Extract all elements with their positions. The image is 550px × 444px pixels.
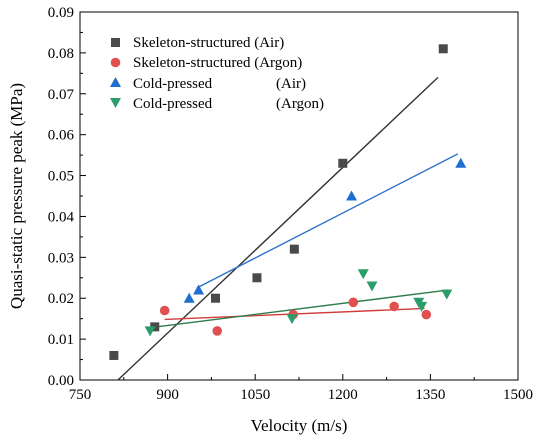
x-tick-label: 900	[156, 387, 179, 403]
legend-label: Skeleton-structured (Air)	[133, 35, 284, 51]
legend-item-skeleton-argon: Skeleton-structured (Argon)	[110, 55, 302, 71]
y-tick-label: 0.03	[48, 250, 74, 266]
data-point-triangle-up	[193, 284, 205, 295]
data-point-square	[338, 158, 348, 168]
y-tick-label: 0.08	[48, 46, 74, 62]
legend-item-cold-argon: Cold-pressed (Argon)	[110, 96, 324, 112]
legend-marker-square	[111, 38, 120, 47]
data-point-square	[252, 273, 262, 283]
x-tick-label: 1200	[328, 387, 358, 403]
data-point-square	[438, 44, 448, 54]
legend-label: Skeleton-structured (Argon)	[133, 55, 302, 71]
y-tick-label: 0.02	[48, 291, 74, 307]
data-point-circle	[212, 326, 223, 336]
fit-lines	[117, 76, 459, 381]
y-tick-label: 0.09	[48, 5, 74, 21]
y-tick-label: 0.01	[48, 332, 74, 348]
y-tick-label: 0.04	[48, 209, 75, 225]
x-tick-label: 1350	[415, 387, 445, 403]
data-point-triangle-down	[357, 269, 369, 280]
data-point-circle	[348, 297, 359, 308]
data-point-circle	[389, 301, 399, 312]
legend-label: Cold-pressed	[133, 96, 213, 112]
y-tick-label: 0.00	[48, 373, 74, 389]
y-axis-title: Quasi-static pressure peak (MPa)	[7, 83, 26, 309]
fit-line	[149, 289, 449, 329]
data-point-triangle-up	[183, 292, 195, 303]
data-point-triangle-down	[416, 301, 428, 312]
y-tick-label: 0.07	[48, 87, 75, 103]
data-point-triangle-down	[366, 281, 378, 292]
data-point-circle	[421, 309, 432, 320]
legend-marker-triangle-down	[110, 98, 121, 108]
data-point-triangle-down	[286, 314, 298, 325]
y-tick-label: 0.06	[48, 128, 75, 144]
y-tick-label: 0.05	[48, 169, 74, 185]
x-tick-label: 1050	[240, 387, 270, 403]
x-axis-ticks: 750 900 1050 1200 1350 1500	[69, 374, 533, 403]
x-tick-label: 750	[69, 387, 92, 403]
legend: Skeleton-structured (Air) Skeleton-struc…	[110, 35, 324, 112]
data-point-triangle-down	[441, 289, 453, 300]
data-point-triangle-up	[346, 190, 358, 201]
data-point-circle	[159, 305, 170, 316]
legend-label-suffix: (Argon)	[276, 96, 324, 112]
data-point-square	[289, 244, 299, 254]
y-axis-ticks: 0.00 0.01 0.02 0.03 0.04 0.05 0.06 0.07 0.08 0.09	[48, 5, 86, 389]
data-point-square	[109, 350, 119, 360]
data-point-triangle-down	[144, 326, 156, 337]
x-axis-title: Velocity (m/s)	[251, 416, 348, 435]
x-tick-label: 1500	[503, 387, 533, 403]
legend-item-skeleton-air: Skeleton-structured (Air)	[111, 35, 284, 51]
data-point-triangle-up	[455, 157, 467, 168]
fit-line	[117, 76, 439, 381]
legend-label-suffix: (Air)	[276, 76, 306, 92]
legend-item-cold-air: Cold-pressed (Air)	[110, 76, 306, 92]
data-markers	[109, 44, 467, 360]
legend-marker-circle	[110, 57, 121, 68]
legend-marker-triangle-up	[110, 77, 121, 87]
legend-label: Cold-pressed	[133, 76, 213, 92]
fit-line	[196, 153, 459, 289]
data-point-square	[210, 293, 220, 303]
